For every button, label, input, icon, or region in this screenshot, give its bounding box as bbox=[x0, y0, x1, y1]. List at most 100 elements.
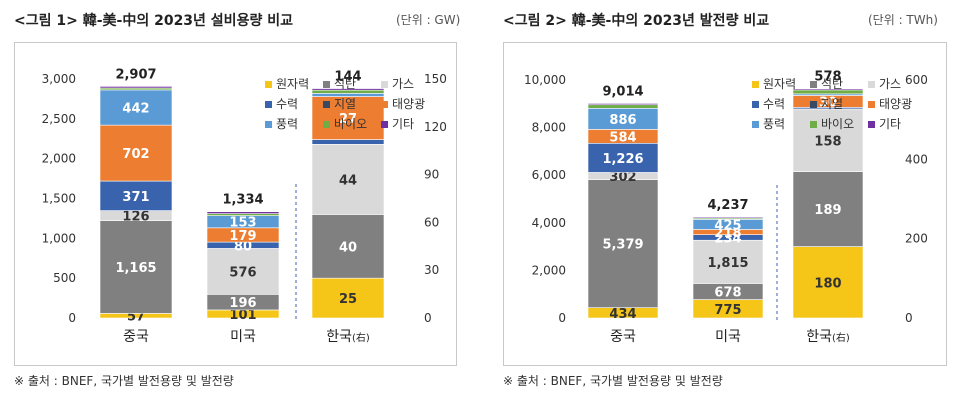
chart1-legend-swatch bbox=[265, 101, 272, 108]
chart2-segment-label: 1,226 bbox=[602, 152, 643, 167]
chart2-right-tick: 0 bbox=[905, 311, 913, 325]
chart2-segment-label: 1,815 bbox=[707, 256, 748, 271]
chart1-bar-segment-coal bbox=[311, 214, 385, 279]
chart2-title: <그림 2> 韓-美-中의 2023년 발전량 비교 bbox=[503, 13, 770, 29]
chart1-segment-label: 153 bbox=[229, 216, 256, 231]
chart1-left-tick: 0 bbox=[68, 311, 76, 325]
chart2-source: ※ 출처 : BNEF, 국가별 발전용량 및 발전량 bbox=[503, 374, 723, 388]
chart2-legend-swatch bbox=[810, 81, 817, 88]
chart2-bar-segment-other bbox=[692, 216, 764, 219]
chart1-left-tick: 3,000 bbox=[42, 72, 76, 86]
chart1-right-tick: 90 bbox=[424, 168, 439, 182]
chart1-legend-label: 바이오 bbox=[334, 117, 367, 131]
chart2-segment-label: 775 bbox=[714, 303, 741, 318]
category-suffix: (右) bbox=[352, 331, 370, 344]
chart2-legend-label: 수력 bbox=[763, 97, 785, 111]
chart2-segment-label: 886 bbox=[609, 113, 636, 128]
chart2-left-tick: 4,000 bbox=[532, 216, 566, 230]
chart1-legend-swatch bbox=[323, 81, 330, 88]
chart1-segment-label: 40 bbox=[339, 240, 357, 255]
chart2-legend-swatch bbox=[868, 121, 875, 128]
chart2-bar-segment-coal bbox=[792, 171, 864, 247]
chart2-legend-label: 가스 bbox=[879, 77, 901, 91]
chart1-segment-label: 442 bbox=[122, 102, 149, 117]
category-name: 중국 bbox=[123, 329, 149, 345]
chart2-total-label: 9,014 bbox=[602, 84, 643, 99]
category-name: 중국 bbox=[610, 329, 636, 345]
chart2-segment-label: 425 bbox=[714, 218, 741, 233]
chart1-legend-label: 수력 bbox=[276, 97, 298, 111]
chart2-segment-label: 584 bbox=[609, 130, 636, 145]
category-name: 한국 bbox=[326, 329, 352, 345]
chart1-legend-swatch bbox=[265, 121, 272, 128]
chart1-legend-label: 기타 bbox=[392, 117, 414, 131]
chart1-segment-label: 371 bbox=[122, 190, 149, 205]
chart1-bar-segment-gas bbox=[206, 248, 280, 295]
chart2-bar-segment-other bbox=[587, 103, 659, 106]
chart2-bar-segment-bio bbox=[587, 104, 659, 109]
chart2-segment-label: 5,379 bbox=[602, 238, 643, 253]
chart1-segment-label: 179 bbox=[229, 229, 256, 244]
chart1-legend-label: 가스 bbox=[392, 77, 414, 91]
chart1-legend-swatch bbox=[381, 101, 388, 108]
chart2-unit: (단위 : TWh) bbox=[868, 13, 938, 27]
chart1-segment-label: 1,165 bbox=[115, 261, 156, 276]
chart1-source: ※ 출처 : BNEF, 국가별 발전용량 및 발전량 bbox=[14, 374, 234, 388]
chart2-legend-label: 바이오 bbox=[821, 117, 854, 131]
chart1-legend-label: 원자력 bbox=[276, 77, 309, 91]
chart1-title: <그림 1> 韓-美-中의 2023년 설비용량 비교 bbox=[14, 13, 293, 29]
chart2-segment-label: 30 bbox=[819, 95, 837, 110]
chart1-total-label: 2,907 bbox=[115, 67, 156, 82]
chart2-segment-label: 678 bbox=[714, 285, 741, 300]
chart2-right-tick: 600 bbox=[905, 73, 928, 87]
chart2-segment-label: 234 bbox=[714, 231, 741, 246]
chart1-segment-label: 27 bbox=[339, 112, 357, 127]
category-name: 미국 bbox=[230, 329, 256, 345]
chart1-bar-segment-other bbox=[206, 211, 280, 214]
chart1-legend-label: 지열 bbox=[334, 97, 356, 111]
chart1-left-tick: 500 bbox=[53, 271, 76, 285]
chart1-legend-swatch bbox=[265, 81, 272, 88]
chart2-legend-swatch bbox=[752, 101, 759, 108]
chart1-right-tick: 120 bbox=[424, 120, 447, 134]
chart2-right-tick: 200 bbox=[905, 232, 928, 246]
chart1-left-tick: 2,500 bbox=[42, 112, 76, 126]
chart1-right-tick: 150 bbox=[424, 72, 447, 86]
chart2-left-tick: 6,000 bbox=[532, 168, 566, 182]
chart1-bar-segment-nuclear bbox=[311, 277, 385, 319]
chart1-right-tick: 30 bbox=[424, 263, 439, 277]
chart2-legend-swatch bbox=[810, 121, 817, 128]
chart1-legend-swatch bbox=[381, 121, 388, 128]
chart1-legend-label: 태양광 bbox=[392, 97, 425, 111]
chart1-unit: (단위 : GW) bbox=[396, 13, 461, 27]
chart1-legend-label: 석탄 bbox=[334, 77, 356, 91]
chart2-segment-label: 180 bbox=[814, 276, 841, 291]
chart1-right-tick: 0 bbox=[424, 311, 432, 325]
chart2-left-tick: 2,000 bbox=[532, 263, 566, 277]
chart2-legend-label: 태양광 bbox=[879, 97, 912, 111]
chart1-segment-label: 44 bbox=[339, 173, 357, 188]
chart2-legend-label: 석탄 bbox=[821, 77, 843, 91]
chart2-legend-swatch bbox=[752, 121, 759, 128]
chart1-segment-label: 126 bbox=[122, 210, 149, 225]
chart2-segment-label: 158 bbox=[814, 134, 841, 149]
chart1-legend-swatch bbox=[323, 101, 330, 108]
chart2-legend-swatch bbox=[868, 81, 875, 88]
chart1-legend-swatch bbox=[323, 121, 330, 128]
chart1-segment-label: 576 bbox=[229, 265, 256, 280]
chart2-legend-label: 풍력 bbox=[763, 117, 785, 131]
chart1-segment-label: 196 bbox=[229, 296, 256, 311]
chart1-left-tick: 2,000 bbox=[42, 152, 76, 166]
chart2-legend-label: 원자력 bbox=[763, 77, 796, 91]
category-name: 한국 bbox=[806, 329, 832, 345]
chart2-left-tick: 8,000 bbox=[532, 121, 566, 135]
chart2-legend-swatch bbox=[752, 81, 759, 88]
chart2-bar-segment-other bbox=[792, 88, 864, 91]
chart2-left-tick: 10,000 bbox=[524, 73, 566, 87]
chart2-segment-label: 434 bbox=[609, 307, 636, 322]
chart1-bar-segment-other bbox=[99, 86, 173, 89]
chart1-bar-segment-gas bbox=[311, 144, 385, 215]
chart1-right-tick: 60 bbox=[424, 215, 439, 229]
category-suffix: (右) bbox=[832, 331, 850, 344]
